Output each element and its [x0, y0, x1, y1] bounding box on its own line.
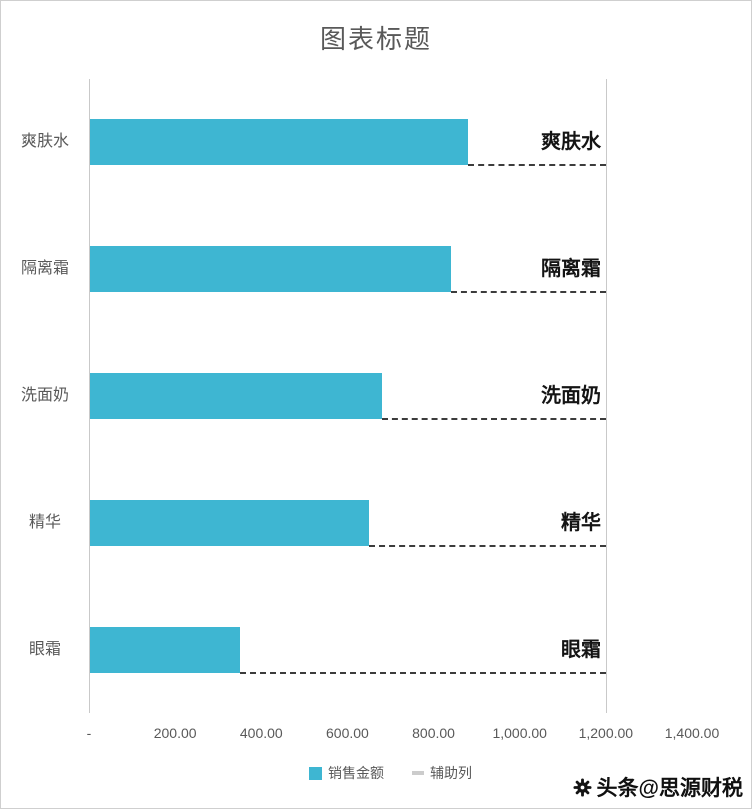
aux-dashed-line — [240, 671, 606, 674]
x-axis-tick-label: 1,200.00 — [578, 725, 634, 741]
plot-right-border — [606, 79, 607, 713]
legend-label-sales: 销售金额 — [328, 765, 384, 781]
category-label: 精华 — [28, 513, 61, 531]
aux-dashed-line — [369, 544, 606, 547]
category-label: 眼霜 — [28, 640, 61, 658]
legend-item-sales: 销售金额 — [309, 763, 384, 783]
x-axis-tick-label: 1,000.00 — [492, 725, 547, 741]
aux-dashed-line — [468, 164, 606, 167]
category-label: 隔离霜 — [20, 260, 69, 278]
bar-sales — [89, 499, 369, 546]
bar-sales — [89, 626, 240, 673]
y-axis-line — [89, 79, 90, 713]
category-label: 洗面奶 — [20, 387, 69, 404]
gear-icon — [572, 777, 592, 797]
bar-sales — [89, 373, 382, 419]
bar-sales — [89, 246, 451, 293]
x-axis-tick-label: 200.00 — [153, 725, 197, 741]
legend-marker-sales — [309, 766, 322, 780]
legend-marker-aux — [412, 771, 424, 775]
aux-data-label: 眼霜 — [561, 638, 601, 661]
aux-dashed-line — [382, 418, 606, 420]
watermark: 头条@思源财税 — [572, 772, 743, 802]
legend: 销售金额 辅助列 — [89, 763, 692, 783]
x-axis-tick-label: 400.00 — [239, 725, 283, 741]
aux-dashed-line — [451, 291, 606, 294]
legend-item-aux: 辅助列 — [412, 763, 472, 783]
x-axis-tick-label: 1,400.00 — [664, 725, 720, 741]
chart-title: 图表标题 — [319, 24, 432, 54]
aux-data-label: 隔离霜 — [541, 258, 601, 281]
aux-data-label: 洗面奶 — [541, 385, 601, 407]
x-axis-tick-label: - — [86, 725, 92, 741]
legend-label-aux: 辅助列 — [430, 765, 472, 781]
category-label: 爽肤水 — [20, 133, 69, 151]
x-axis-tick-label: 600.00 — [326, 725, 369, 741]
aux-data-label: 精华 — [561, 511, 601, 534]
aux-data-label: 爽肤水 — [541, 131, 601, 154]
x-axis-tick-label: 800.00 — [412, 725, 455, 741]
watermark-text: 头条@思源财税 — [596, 777, 743, 800]
bar-sales — [89, 119, 468, 166]
